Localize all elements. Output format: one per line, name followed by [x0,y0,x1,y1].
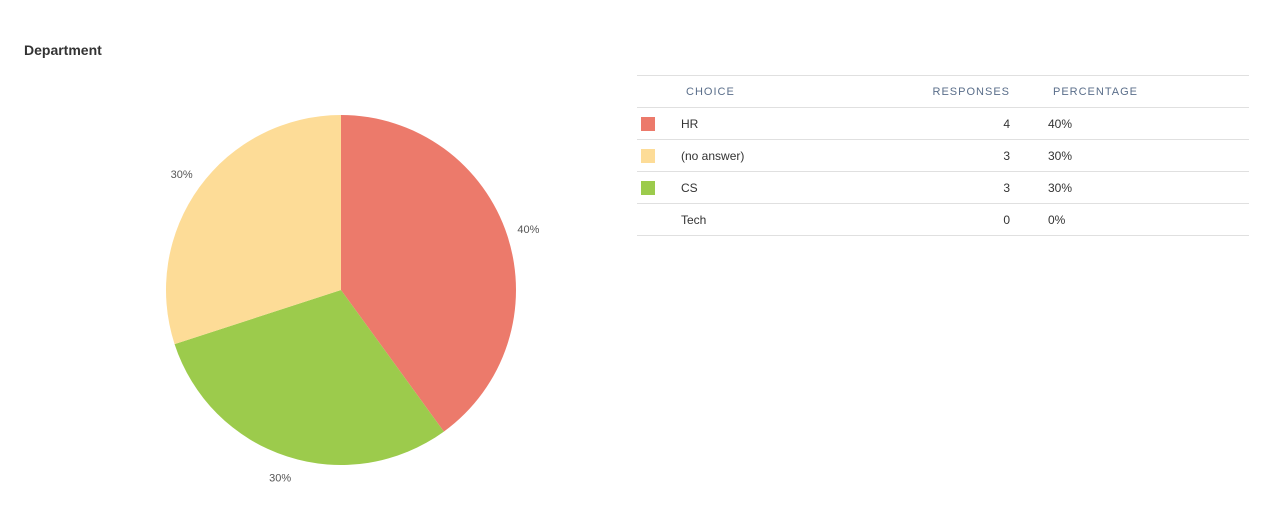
row-percentage: 30% [1014,139,1249,172]
row-swatch-cell [637,107,681,140]
pie-slice-cs[interactable] [174,290,444,465]
table-row: CS 3 30% [637,171,1249,204]
row-responses: 0 [916,203,1014,236]
row-percentage: 40% [1014,107,1249,140]
row-swatch-cell [637,171,681,204]
row-swatch-cell [637,203,681,236]
table-header-row: CHOICE RESPONSES PERCENTAGE [637,75,1249,108]
header-responses: RESPONSES [916,75,1014,108]
pie-slice-hr[interactable] [341,115,516,432]
row-swatch-cell [637,139,681,172]
row-choice: (no answer) [681,139,916,172]
color-swatch [641,180,655,195]
pie-slice-label: 30% [171,169,193,181]
table-row: HR 4 40% [637,107,1249,140]
row-responses: 3 [916,139,1014,172]
row-percentage: 30% [1014,171,1249,204]
header-percentage: PERCENTAGE [1014,75,1249,108]
pie-slice-no-answer[interactable] [165,115,341,345]
row-choice: HR [681,107,916,140]
row-choice: CS [681,171,916,204]
row-choice: Tech [681,203,916,236]
results-table: CHOICE RESPONSES PERCENTAGE HR 4 40% (no… [637,75,1249,236]
pie-slice-label: 30% [269,472,291,484]
table-row: (no answer) 3 30% [637,139,1249,172]
pie-chart-svg: 40% 30% 30% [165,115,540,484]
header-choice: CHOICE [681,75,916,108]
table-row: Tech 0 0% [637,203,1249,236]
color-swatch [641,116,655,131]
pie-slice-label: 40% [517,224,539,236]
header-swatch [637,75,681,108]
row-responses: 3 [916,171,1014,204]
row-percentage: 0% [1014,203,1249,236]
pie-chart: 40% 30% 30% [0,0,620,524]
color-swatch [641,213,655,227]
row-responses: 4 [916,107,1014,140]
color-swatch [641,148,655,163]
chart-title: Department [24,42,102,58]
